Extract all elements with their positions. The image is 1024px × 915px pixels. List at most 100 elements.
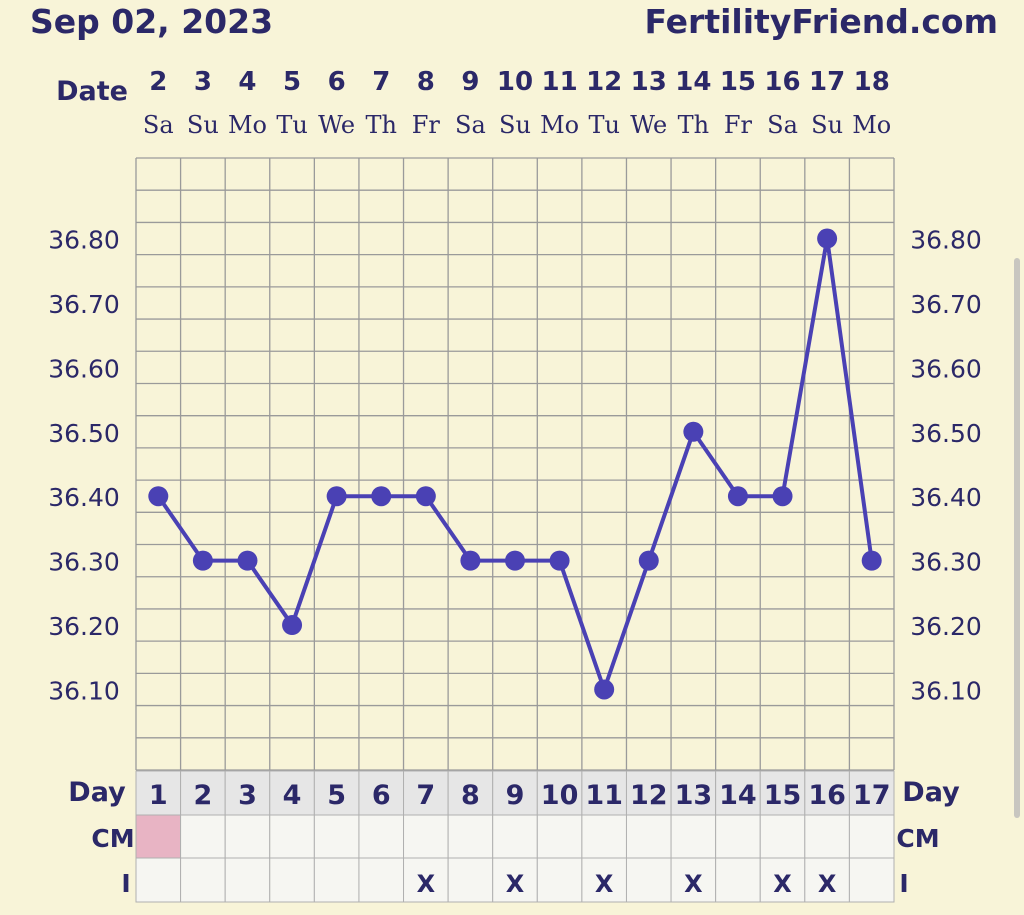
cycle-day-label: 15 xyxy=(764,780,802,811)
temperature-point xyxy=(549,550,570,571)
weekday-label: Fr xyxy=(724,111,753,139)
cm-cell xyxy=(670,814,717,859)
date-label: 10 xyxy=(497,67,533,97)
intercourse-cell xyxy=(759,857,806,903)
cm-cell xyxy=(715,814,761,859)
i-row-label-right: I xyxy=(899,869,908,898)
cm-cell xyxy=(224,814,271,859)
chart-date: Sep 02, 2023 xyxy=(30,2,274,41)
temperature-point xyxy=(727,486,748,507)
y-tick-label-right: 36.10 xyxy=(910,676,982,705)
cycle-day-label: 13 xyxy=(675,780,713,811)
y-tick-label-left: 36.40 xyxy=(48,483,120,512)
y-tick-label-left: 36.60 xyxy=(48,354,120,383)
day-cell xyxy=(269,770,315,816)
day-cell xyxy=(715,770,761,816)
weekday-label: Mo xyxy=(540,111,579,139)
scrollbar[interactable] xyxy=(1014,258,1020,818)
cycle-day-label: 1 xyxy=(149,780,168,811)
temperature-point xyxy=(505,550,525,571)
date-row-label: Date xyxy=(56,76,128,107)
weekday-label: Sa xyxy=(143,111,174,139)
intercourse-mark: X xyxy=(818,870,837,898)
intercourse-mark: X xyxy=(773,870,792,898)
day-cell xyxy=(581,770,627,816)
date-label: 15 xyxy=(720,67,756,97)
cycle-day-label: 11 xyxy=(585,780,623,811)
temperature-point xyxy=(594,679,615,700)
date-label: 3 xyxy=(194,67,212,97)
date-label: 11 xyxy=(541,67,577,97)
cycle-day-label: 5 xyxy=(327,780,346,811)
y-tick-label-right: 36.60 xyxy=(910,354,982,383)
intercourse-cell xyxy=(715,857,761,903)
day-row-label-left: Day xyxy=(68,777,126,808)
cm-row-label-right: CM xyxy=(896,824,939,853)
weekday-label: Su xyxy=(187,111,219,139)
cm-cell xyxy=(581,814,627,859)
intercourse-cell xyxy=(848,857,895,903)
date-label: 14 xyxy=(675,67,711,97)
cm-cell xyxy=(269,814,315,859)
date-label: 9 xyxy=(461,67,479,97)
intercourse-cell xyxy=(269,857,315,903)
date-label: 5 xyxy=(283,67,301,97)
cm-cell xyxy=(403,814,449,859)
cm-cell xyxy=(759,814,806,859)
plot-area xyxy=(136,158,894,770)
y-tick-label-left: 36.70 xyxy=(48,290,120,319)
date-label: 13 xyxy=(631,67,667,97)
temperature-point xyxy=(683,421,704,442)
date-label: 6 xyxy=(328,67,346,97)
y-tick-label-left: 36.20 xyxy=(48,612,120,641)
y-tick-label-right: 36.50 xyxy=(910,419,982,448)
cm-marked-cell xyxy=(135,814,182,859)
cm-row-label-left: CM xyxy=(91,824,134,853)
intercourse-cell xyxy=(804,857,850,903)
day-cell xyxy=(670,770,717,816)
date-label: 17 xyxy=(809,67,845,97)
day-cell xyxy=(313,770,360,816)
intercourse-cell xyxy=(536,857,583,903)
intercourse-cell xyxy=(224,857,271,903)
cycle-day-label: 9 xyxy=(506,780,525,811)
site-name: FertilityFriend.com xyxy=(644,2,998,41)
intercourse-cell xyxy=(670,857,717,903)
y-tick-label-right: 36.70 xyxy=(910,290,982,319)
date-label: 16 xyxy=(764,67,800,97)
weekday-label: Su xyxy=(811,111,843,139)
y-tick-label-right: 36.40 xyxy=(910,483,982,512)
temperature-point xyxy=(148,486,169,507)
intercourse-mark: X xyxy=(684,870,703,898)
temperature-point xyxy=(861,550,882,571)
grid xyxy=(135,157,895,771)
temperature-point xyxy=(282,615,303,636)
intercourse-cell xyxy=(447,857,494,903)
temperature-point xyxy=(772,486,793,507)
cycle-day-label: 17 xyxy=(853,780,891,811)
weekday-label: We xyxy=(630,111,667,139)
cm-cell xyxy=(447,814,494,859)
intercourse-cell xyxy=(135,857,182,903)
intercourse-mark: X xyxy=(417,870,436,898)
cycle-day-label: 4 xyxy=(283,780,302,811)
cycle-day-label: 12 xyxy=(630,780,668,811)
cycle-day-label: 7 xyxy=(416,780,435,811)
day-cell xyxy=(848,770,895,816)
y-tick-label-left: 36.10 xyxy=(48,676,120,705)
day-cell xyxy=(135,770,182,816)
cycle-day-label: 8 xyxy=(461,780,480,811)
intercourse-cell xyxy=(313,857,360,903)
weekday-label: Sa xyxy=(767,111,798,139)
temperature-point xyxy=(237,550,258,571)
i-row-label-left: I xyxy=(121,869,130,898)
intercourse-cell xyxy=(180,857,226,903)
cycle-day-label: 6 xyxy=(372,780,391,811)
day-cell xyxy=(804,770,850,816)
weekday-label: Mo xyxy=(228,111,267,139)
date-label: 2 xyxy=(149,67,167,97)
date-label: 4 xyxy=(238,67,256,97)
day-cell xyxy=(403,770,449,816)
day-cell xyxy=(180,770,226,816)
cycle-day-label: 16 xyxy=(808,780,846,811)
